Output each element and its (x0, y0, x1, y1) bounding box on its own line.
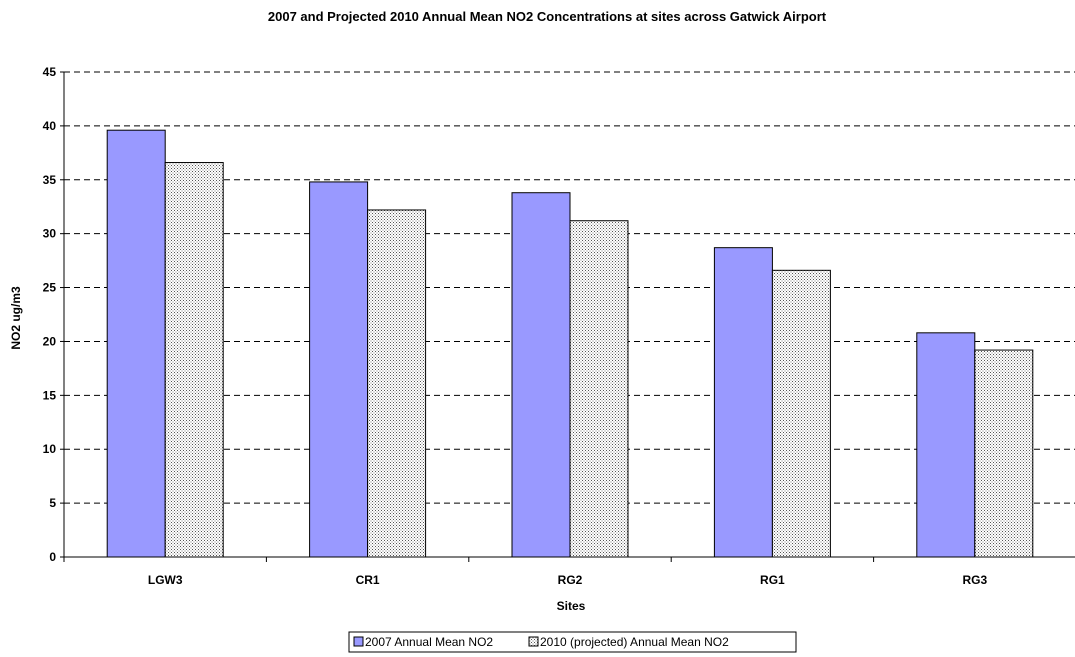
y-tick-label: 35 (43, 173, 57, 187)
x-tick-label: RG2 (558, 573, 583, 587)
legend: 2007 Annual Mean NO2 2010 (projected) An… (348, 631, 797, 653)
bar-2010-lgw3 (164, 162, 224, 558)
legend-label-2010: 2010 (projected) Annual Mean NO2 (540, 635, 729, 649)
y-tick-label: 15 (43, 388, 57, 402)
x-tick-label: RG3 (962, 573, 987, 587)
x-tick-label: LGW3 (148, 573, 183, 587)
legend-swatch-2010 (528, 636, 539, 647)
bar-2010-rg2 (569, 220, 629, 558)
y-tick-label: 30 (43, 227, 57, 241)
bars (106, 129, 1034, 558)
axes (60, 71, 1075, 562)
bar-2007-cr1 (309, 181, 369, 558)
y-tick-label: 10 (43, 442, 57, 456)
x-axis-title: Sites (557, 599, 586, 613)
bar-2010-rg1 (771, 269, 831, 558)
bar-2007-rg3 (916, 332, 976, 558)
y-tick-label: 45 (43, 65, 57, 79)
y-tick-label: 25 (43, 281, 57, 295)
y-axis-title: NO2 ug/m3 (9, 286, 23, 350)
y-tick-label: 20 (43, 334, 57, 348)
legend-box (348, 631, 797, 653)
y-tick-label: 40 (43, 119, 57, 133)
chart-title: 2007 and Projected 2010 Annual Mean NO2 … (268, 9, 827, 24)
y-tick-label: 0 (49, 550, 56, 564)
bar-2007-lgw3 (106, 129, 166, 558)
legend-label-2007: 2007 Annual Mean NO2 (365, 635, 493, 649)
bar-2010-rg3 (974, 349, 1034, 558)
bar-2010-cr1 (367, 209, 427, 558)
x-tick-label: RG1 (760, 573, 785, 587)
bar-2007-rg2 (511, 192, 571, 558)
x-tick-labels: LGW3 CR1 RG2 RG1 RG3 (148, 573, 988, 587)
y-tick-labels: 0 5 10 15 20 25 30 35 40 45 (43, 65, 57, 564)
bar-2007-rg1 (713, 247, 773, 558)
x-tick-label: CR1 (356, 573, 380, 587)
y-tick-label: 5 (49, 496, 56, 510)
legend-swatch-2007 (353, 636, 364, 647)
